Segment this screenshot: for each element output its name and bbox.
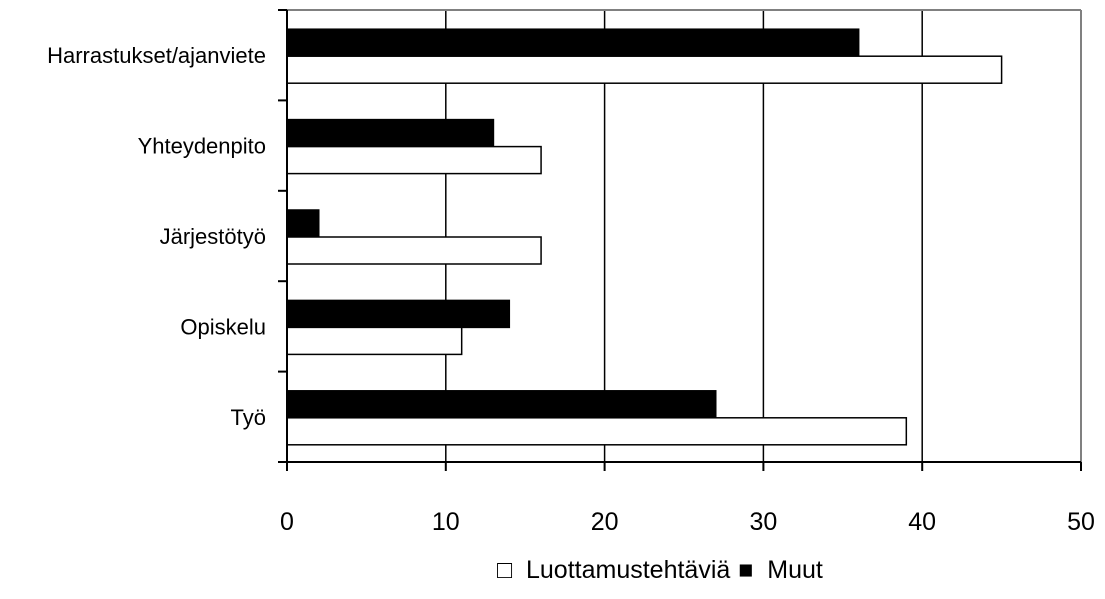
- legend-marker-0: □: [497, 556, 513, 584]
- legend-label-0: Luottamustehtäviä: [526, 556, 730, 584]
- x-tick-label-50: 50: [1067, 508, 1095, 536]
- bar-luottamustehtavia-3: [286, 326, 463, 356]
- bar-muut-0: [286, 28, 860, 57]
- legend: □ Luottamustehtäviä ■ Muut: [497, 556, 823, 584]
- category-label-2: Järjestötyö: [160, 224, 266, 249]
- x-tick-label-10: 10: [432, 508, 460, 536]
- bar-luottamustehtavia-2: [286, 236, 542, 265]
- bar-luottamustehtavia-4: [286, 417, 908, 446]
- legend-label-1: Muut: [767, 556, 823, 584]
- bar-luottamustehtavia-0: [286, 55, 1003, 84]
- axes: [278, 9, 1082, 471]
- bars: [286, 28, 1003, 446]
- bar-muut-4: [286, 390, 717, 419]
- x-tick-label-30: 30: [749, 508, 777, 536]
- category-label-1: Yhteydenpito: [138, 134, 266, 159]
- x-tick-label-20: 20: [591, 508, 619, 536]
- category-label-0: Harrastukset/ajanviete: [47, 43, 266, 68]
- legend-marker-1: ■: [738, 556, 753, 584]
- bar-luottamustehtavia-1: [286, 145, 542, 175]
- labels: Harrastukset/ajanviete Yhteydenpito Järjes…: [47, 43, 1095, 536]
- bar-muut-1: [286, 118, 495, 148]
- category-label-3: Opiskelu: [180, 314, 266, 339]
- category-label-4: Työ: [231, 405, 266, 430]
- x-tick-label-0: 0: [280, 508, 294, 536]
- bar-muut-3: [286, 299, 511, 329]
- x-tick-label-40: 40: [908, 508, 936, 536]
- gridlines: [445, 10, 923, 462]
- bar-muut-2: [286, 209, 320, 238]
